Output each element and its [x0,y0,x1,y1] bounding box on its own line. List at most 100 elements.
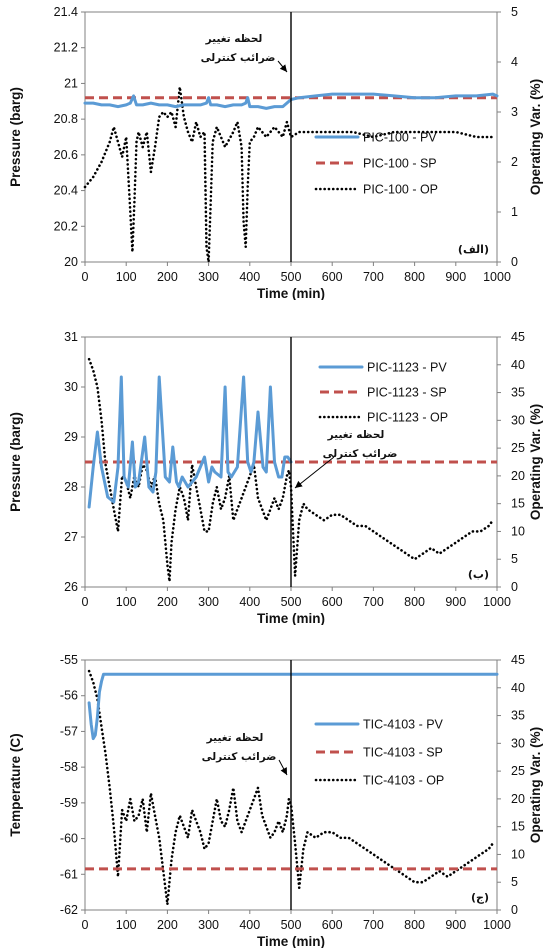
x-tick-label: 400 [239,918,260,932]
y2-tick-label: 0 [511,580,518,594]
y-tick-label: 30 [64,380,78,394]
y-axis-label: Pressure (barg) [8,412,23,512]
y2-tick-label: 45 [511,330,525,344]
annotation-arrow-line [294,456,335,489]
arrow-head-icon [280,767,287,775]
legend-label: TIC-4103 - OP [363,774,444,788]
x-tick-label: 700 [363,270,384,284]
y-tick-label: 26 [64,580,78,594]
y2-axis-label: Operating Var. (%) [528,404,543,520]
annotation-line-2: ضرائب کنترلی [202,751,277,763]
legend-label: PIC-1123 - SP [367,386,447,400]
y2-tick-label: 10 [511,847,525,861]
annotation-line-1: لحظه تغییر [205,33,263,45]
y-tick-label: 20.6 [54,148,78,162]
x-tick-label: 1000 [483,270,511,284]
chart-panel-be: 0 100 200 300 400 500 600 700 800 900 1000 26 27 28 29… [0,325,552,625]
y-tick-label: -60 [60,832,78,846]
y2-tick-label: 45 [511,653,525,667]
x-tick-label: 0 [82,270,89,284]
y2-tick-label: 25 [511,441,525,455]
y2-tick-label: 40 [511,681,525,695]
x-axis-label: Time (min) [257,286,325,300]
legend-label: PIC-1123 - PV [367,361,447,375]
y-tick-label: -58 [60,760,78,774]
x-tick-label: 500 [281,270,302,284]
annotation-line-1: لحظه تغییر [206,732,264,744]
chart-panel-jim: 0 100 200 300 400 500 600 700 800 900 1000 -62 -61 -6… [0,648,552,948]
x-tick-label: 800 [404,270,425,284]
arrow-head-icon [279,64,287,72]
y2-axis-label: Operating Var. (%) [528,79,543,195]
y2-tick-label: 4 [511,55,518,69]
series-line-solid [87,375,293,509]
y-tick-label: 31 [64,330,78,344]
chart-panel-alef: 0 100 200 300 400 500 600 700 800 900 1000 20 20.2 20… [0,0,552,300]
y-tick-label: 21.4 [54,5,78,19]
y2-tick-label: 0 [511,903,518,917]
y-axis-label: Temperature (C) [8,733,23,836]
y2-tick-label: 30 [511,413,525,427]
y2-tick-label: 30 [511,736,525,750]
y-tick-label: 20.2 [54,219,78,233]
y-tick-label: 21 [64,76,78,90]
arrow-head-icon [295,480,303,488]
x-axis-label: Time (min) [257,934,325,948]
y2-tick-label: 20 [511,469,525,483]
x-axis-label: Time (min) [257,611,325,625]
series-line-dotted [87,357,495,583]
x-tick-label: 200 [157,270,178,284]
y2-tick-label: 40 [511,358,525,372]
y-axis-label: Pressure (barg) [8,87,23,187]
series-line-dotted [87,669,495,906]
y2-tick-label: 10 [511,524,525,538]
x-tick-label: 800 [404,918,425,932]
panel-tag: (ب) [468,568,489,581]
x-tick-label: 900 [445,918,466,932]
x-tick-label: 200 [157,918,178,932]
y-tick-label: 20.8 [54,112,78,126]
y-tick-label: 29 [64,430,78,444]
y-tick-label: -56 [60,689,78,703]
y-tick-label: 21.2 [54,41,78,55]
x-tick-label: 100 [116,595,137,609]
x-tick-label: 900 [445,595,466,609]
x-tick-label: 1000 [483,595,511,609]
series-line-solid [83,92,499,110]
y-tick-label: 20.4 [54,184,78,198]
y2-tick-label: 35 [511,709,525,723]
y-tick-label: -61 [60,867,78,881]
x-tick-label: 500 [281,595,302,609]
x-tick-label: 0 [82,595,89,609]
y2-tick-label: 20 [511,792,525,806]
x-tick-label: 600 [322,595,343,609]
y-tick-label: 28 [64,480,78,494]
legend-label: PIC-100 - PV [363,131,437,145]
panel-tag: (الف) [458,243,489,256]
y-tick-label: -57 [60,724,78,738]
x-tick-label: 300 [198,918,219,932]
y2-tick-label: 0 [511,255,518,269]
x-tick-label: 600 [322,270,343,284]
x-tick-label: 400 [239,595,260,609]
y2-tick-label: 15 [511,820,525,834]
annotation-line-2: ضرائب کنترلی [201,52,276,64]
pressure-chart-pic-1123: 0 100 200 300 400 500 600 700 800 900 100026272829… [8,330,543,625]
x-tick-label: 400 [239,270,260,284]
y2-tick-label: 3 [511,105,518,119]
y2-tick-label: 35 [511,386,525,400]
series-line-solid [87,672,499,741]
x-tick-label: 200 [157,595,178,609]
x-tick-label: 700 [363,595,384,609]
y-tick-label: 20 [64,255,78,269]
y-tick-label: -62 [60,903,78,917]
x-tick-label: 800 [404,595,425,609]
y2-tick-label: 5 [511,552,518,566]
x-tick-label: 900 [445,270,466,284]
x-tick-label: 100 [116,918,137,932]
y2-axis-label: Operating Var. (%) [528,727,543,843]
series-line-dotted [83,85,495,264]
x-tick-label: 100 [116,270,137,284]
x-tick-label: 300 [198,595,219,609]
panel-tag: (ج) [471,891,489,905]
